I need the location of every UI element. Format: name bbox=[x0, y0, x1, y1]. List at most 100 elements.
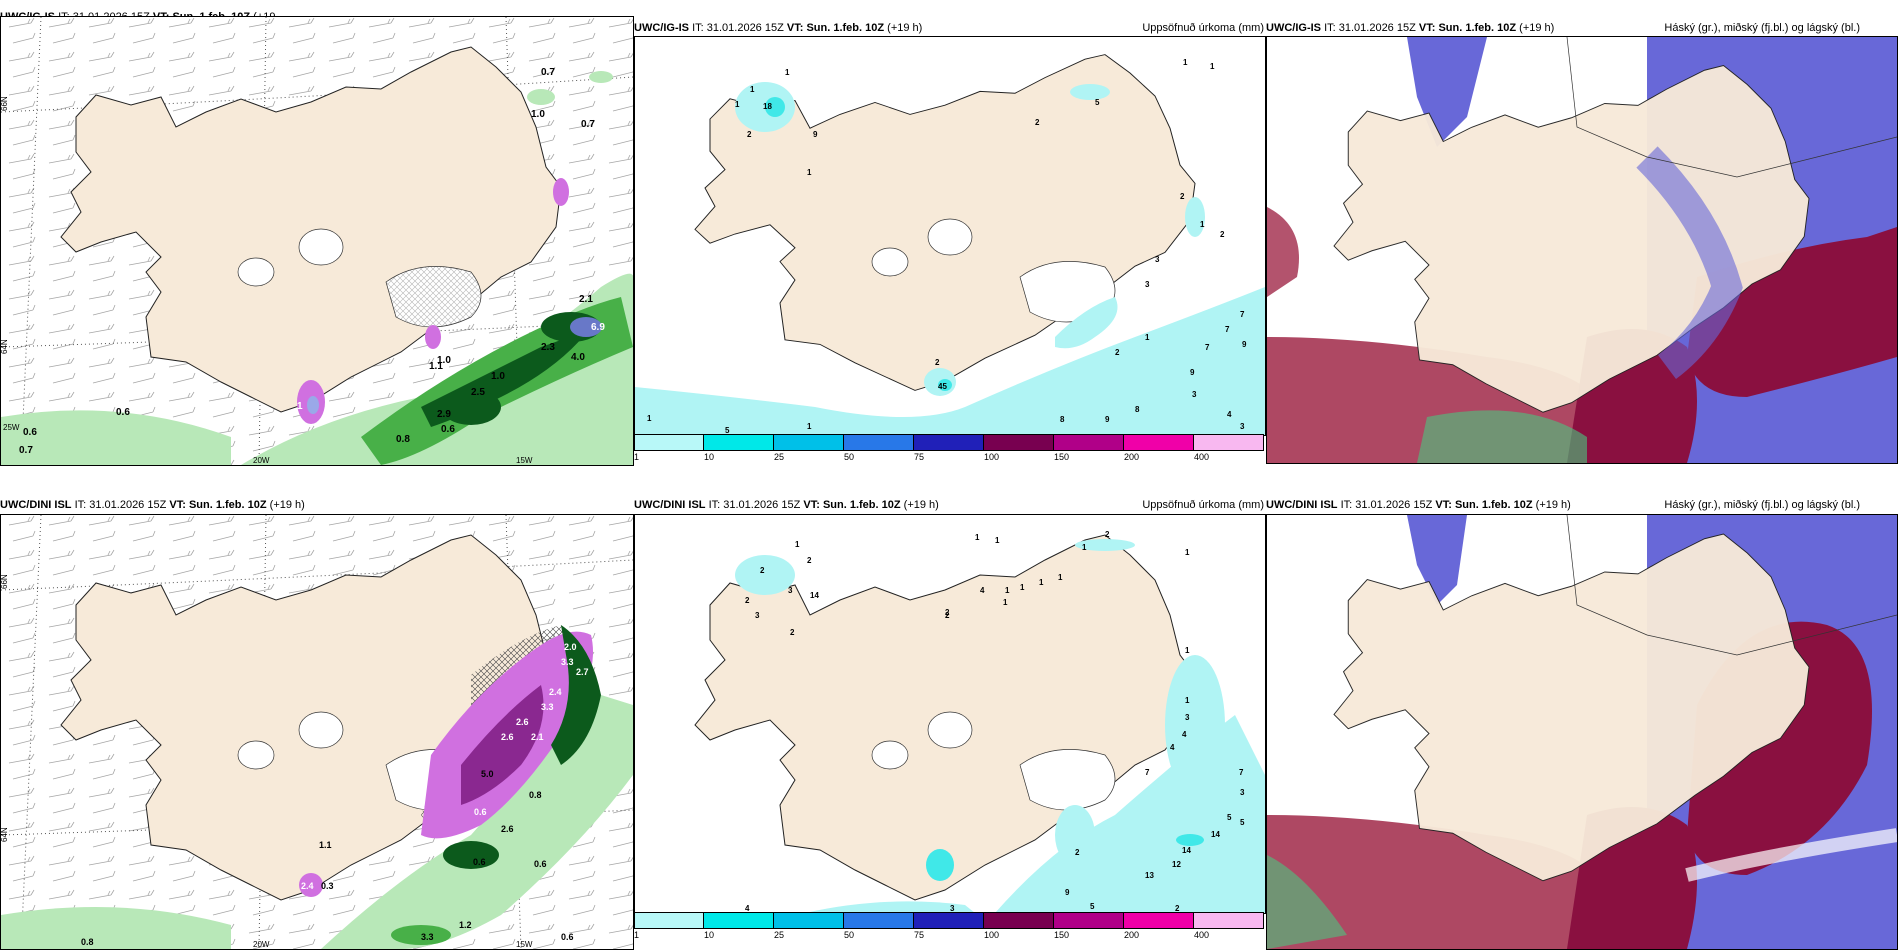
value-label: 0.6 bbox=[534, 859, 547, 869]
value-label: 13 bbox=[1145, 871, 1154, 880]
value-label: 0.7 bbox=[581, 119, 595, 130]
vt-label: VT: bbox=[169, 499, 186, 511]
value-label: 1 bbox=[1210, 62, 1215, 71]
value-label: 3 bbox=[1155, 255, 1160, 264]
value-label: 2 bbox=[760, 566, 765, 575]
value-label: 3.3 bbox=[561, 657, 574, 667]
lat-label: 64N bbox=[1, 339, 9, 354]
lon-label: 15W bbox=[516, 940, 533, 949]
value-label: 2.0 bbox=[564, 642, 577, 652]
vt-label: VT: bbox=[1418, 22, 1436, 34]
value-label: 0.6 bbox=[23, 427, 37, 438]
it-value: 31.01.2026 15Z bbox=[723, 499, 801, 511]
value-label: 2.5 bbox=[471, 387, 485, 398]
value-label: 2 bbox=[1175, 904, 1180, 913]
value-label: 1.0 bbox=[437, 355, 451, 366]
value-label: 0.3 bbox=[321, 881, 334, 891]
value-label: 1.0 bbox=[491, 371, 505, 382]
value-label: 1.0 bbox=[531, 109, 545, 120]
value-label: 0.6 bbox=[116, 407, 130, 418]
colorbar-tick-label: 200 bbox=[1124, 452, 1140, 462]
value-label: 1 bbox=[647, 414, 652, 423]
value-label: 0.8 bbox=[396, 434, 410, 445]
map-clouds bbox=[1266, 36, 1898, 464]
colorbar-tick-label: 150 bbox=[1054, 930, 1070, 940]
value-label: 3 bbox=[1240, 422, 1245, 431]
colorbar-tick-label: 75 bbox=[914, 452, 925, 462]
value-label: 8 bbox=[1135, 405, 1140, 414]
value-label: 4 bbox=[980, 586, 985, 595]
value-label: 9 bbox=[1190, 368, 1195, 377]
lat-label: 66N bbox=[1, 574, 9, 589]
value-label: 1 bbox=[1058, 573, 1063, 582]
value-label: 14 bbox=[810, 591, 819, 600]
lead-time: (+19 h) bbox=[887, 22, 923, 34]
colorbar-swatch bbox=[634, 434, 704, 451]
panel-top-left: UWC/IG-IS IT: 31.01.2026 15Z VT: Sun. 1.… bbox=[0, 0, 634, 470]
value-label: 2.7 bbox=[576, 667, 589, 677]
colorbar-tick-label: 25 bbox=[774, 452, 785, 462]
value-label: 2.6 bbox=[501, 824, 514, 834]
colorbar-tick-label: 100 bbox=[984, 452, 1000, 462]
lead-time: (+19 h) bbox=[269, 499, 305, 511]
panel-title: Uppsöfnuð úrkoma (mm) bbox=[1142, 22, 1264, 34]
value-label: 1.2 bbox=[459, 920, 472, 930]
precip-colorbar: 1 10 25 50 75 100 150 200 400 bbox=[634, 912, 1264, 940]
colorbar-tick-label: 10 bbox=[704, 452, 715, 462]
lat-label: 64N bbox=[1, 827, 9, 842]
model-name: UWC/DINI ISL bbox=[634, 499, 706, 511]
lead-time: (+19 h) bbox=[1535, 499, 1571, 511]
value-label: 5 bbox=[725, 426, 730, 435]
lead-time: (+19 h) bbox=[903, 499, 939, 511]
colorbar-swatch bbox=[844, 434, 914, 451]
vt-value: Sun. 1.feb. 10Z bbox=[1454, 499, 1533, 511]
it-label: IT: bbox=[1324, 22, 1336, 34]
value-label: 1 bbox=[750, 85, 755, 94]
colorbar-swatch bbox=[1124, 912, 1194, 929]
value-label: 1 bbox=[807, 422, 812, 431]
value-label: 9 bbox=[1105, 415, 1110, 424]
value-label: 3 bbox=[950, 904, 955, 913]
value-label: 2.4 bbox=[549, 687, 562, 697]
panel-header: UWC/IG-IS IT: 31.01.2026 15Z VT: Sun. 1.… bbox=[634, 19, 922, 37]
value-label: 2 bbox=[945, 608, 950, 617]
it-label: IT: bbox=[708, 499, 721, 511]
vt-value: Sun. 1.feb. 10Z bbox=[1438, 22, 1517, 34]
value-label: 2 bbox=[1220, 230, 1225, 239]
colorbar-swatch bbox=[774, 434, 844, 451]
map-svg: 1 1 1 18 2 9 1 2 5 2 2 1 1 3 3 1 1 2 1 7 bbox=[635, 54, 1265, 435]
value-label: 1 bbox=[1185, 646, 1190, 655]
value-label: 7 bbox=[1240, 310, 1245, 319]
value-label: 1 bbox=[735, 100, 740, 109]
value-label: 5 bbox=[1095, 98, 1100, 107]
lon-label: 15W bbox=[516, 456, 533, 465]
value-label: 0.6 bbox=[473, 857, 486, 867]
map-wind-precip: 66N 64N 25W 20W 15W 0.7 1.0 0.7 2.1 6.9 … bbox=[0, 16, 634, 466]
lon-label: 20W bbox=[253, 940, 270, 949]
value-label: 1 bbox=[1200, 220, 1205, 229]
value-label: 2 bbox=[1075, 848, 1080, 857]
value-label: 4 bbox=[745, 904, 750, 913]
map-svg bbox=[1267, 37, 1897, 463]
colorbar-swatch bbox=[844, 912, 914, 929]
value-label: 4 bbox=[1227, 410, 1232, 419]
value-label: 3.3 bbox=[541, 702, 554, 712]
colorbar-tick-label: 50 bbox=[844, 930, 855, 940]
colorbar-tick-label: 200 bbox=[1124, 930, 1140, 940]
panel-header: UWC/DINI ISL IT: 31.01.2026 15Z VT: Sun.… bbox=[1266, 496, 1571, 514]
colorbar-tick-label: 150 bbox=[1054, 452, 1070, 462]
value-label: 9 bbox=[1065, 888, 1070, 897]
colorbar-tick-label: 75 bbox=[914, 930, 925, 940]
value-label: 9 bbox=[1242, 340, 1247, 349]
it-label: IT: bbox=[692, 22, 704, 34]
colorbar-tick-label: 1 bbox=[634, 930, 640, 940]
lat-label: 66N bbox=[1, 96, 9, 111]
colorbar-swatch bbox=[774, 912, 844, 929]
value-label: 8 bbox=[1060, 415, 1065, 424]
value-label: 1 bbox=[807, 168, 812, 177]
it-label: IT: bbox=[74, 499, 87, 511]
value-label: 1 bbox=[1082, 543, 1087, 552]
colorbar-tick-label: 100 bbox=[984, 930, 1000, 940]
colorbar-swatch bbox=[1054, 434, 1124, 451]
it-value: 31.01.2026 15Z bbox=[1338, 22, 1416, 34]
